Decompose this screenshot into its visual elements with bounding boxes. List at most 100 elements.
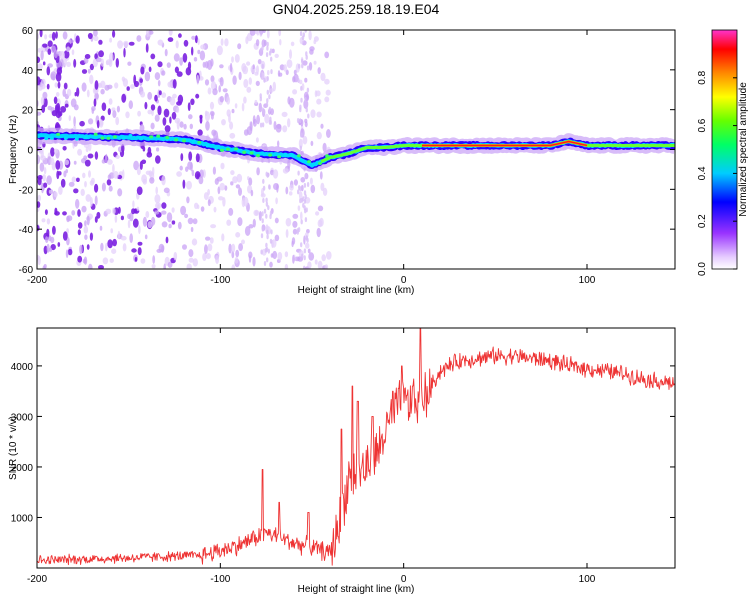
noise-blob [261,122,265,128]
noise-blob [112,207,116,215]
noise-blob [265,201,269,207]
noise-blob [126,86,130,91]
noise-blob [57,81,61,89]
noise-blob [307,248,311,254]
noise-blob [285,217,292,227]
noise-blob [292,220,298,228]
noise-blob [237,43,242,50]
noise-blob [277,70,281,77]
noise-blob [324,78,330,85]
noise-blob [231,108,235,114]
noise-blob [37,224,40,232]
noise-blob [261,218,264,224]
noise-blob [263,261,267,266]
noise-blob [186,263,192,269]
noise-blob [320,123,324,129]
noise-blob [140,258,146,264]
noise-blob [244,226,251,236]
noise-blob [112,163,115,174]
ridge-speckle [234,147,238,151]
noise-blob [265,102,269,108]
noise-blob [207,199,211,207]
noise-blob [175,40,179,49]
noise-blob [277,251,283,261]
noise-blob [293,179,298,186]
noise-blob [274,234,280,242]
noise-blob [274,217,279,224]
noise-blob [75,198,80,209]
noise-blob [286,59,293,69]
noise-blob [252,64,255,70]
noise-blob [183,123,187,130]
noise-blob [140,91,146,98]
noise-blob [115,154,120,159]
noise-blob [198,176,204,185]
spectrogram-heatmap [37,30,675,269]
noise-blob [285,186,289,195]
noise-blob [37,154,41,165]
noise-blob [271,48,275,54]
noise-blob [293,69,297,76]
noise-blob [259,47,263,53]
noise-blob [243,78,249,88]
noise-blob [219,76,224,87]
noise-blob [282,168,289,174]
noise-blob [167,37,174,42]
noise-blob [268,106,272,112]
noise-blob [131,208,136,215]
ridge-speckle [165,135,170,140]
noise-blob [308,62,313,71]
noise-blob [101,102,107,111]
noise-blob [94,92,99,100]
noise-blob [303,190,307,196]
noise-blob [300,184,304,192]
noise-blob [256,167,260,176]
noise-blob [89,232,93,241]
ridge-speckle [296,154,301,158]
noise-blob [177,221,182,230]
colorbar-tick-label: 0.4 [697,166,708,180]
noise-blob [187,61,192,71]
noise-blob [161,221,168,228]
y-axis-label: SNR (10 * v/v) [8,416,19,480]
ridge-speckle [174,138,179,142]
noise-blob [270,229,273,235]
noise-blob [214,178,219,185]
noise-blob [117,40,124,49]
noise-blob [108,185,113,192]
noise-blob [54,211,60,216]
noise-blob [299,107,302,113]
noise-blob [191,238,198,246]
noise-blob [197,204,200,210]
noise-blob [42,174,46,182]
ridge-speckle [74,137,79,141]
noise-blob [302,32,305,38]
noise-blob [259,93,262,99]
noise-blob [41,218,46,223]
x-tick-label: 100 [579,275,596,286]
noise-blob [116,105,120,113]
noise-blob [132,218,139,228]
ridge-speckle [205,144,210,148]
noise-blob [171,220,176,225]
noise-blob [68,39,74,44]
noise-blob [229,132,236,139]
noise-blob [164,125,171,133]
noise-blob [79,244,83,255]
noise-blob [180,205,187,216]
noise-blob [246,86,252,93]
noise-blob [313,60,317,65]
noise-blob [84,181,87,188]
noise-blob [107,239,113,249]
noise-blob [301,58,304,64]
noise-blob [65,169,68,174]
noise-blob [71,176,77,183]
noise-blob [213,130,219,141]
ridge-speckle [93,132,98,136]
noise-blob [134,257,138,262]
noise-blob [219,95,224,103]
noise-blob [152,255,156,264]
noise-blob [139,78,143,83]
noise-blob [276,183,279,193]
noise-blob [176,107,180,113]
